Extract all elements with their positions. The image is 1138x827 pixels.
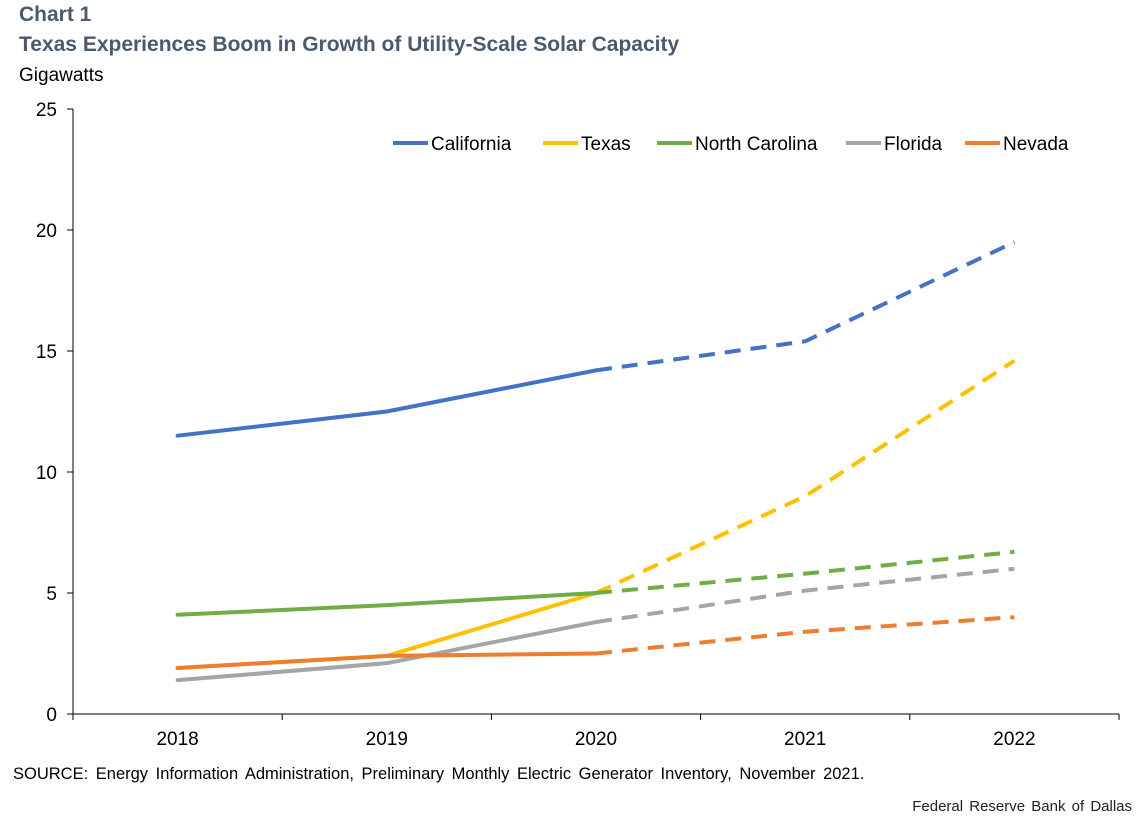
series-line-projected — [595, 615, 1015, 656]
legend-item: Florida — [846, 134, 943, 155]
x-tick-label: 2019 — [366, 729, 408, 750]
source-note: SOURCE: Energy Information Administratio… — [13, 765, 865, 783]
y-tick-label: 25 — [36, 100, 57, 121]
y-tick-label: 10 — [36, 463, 57, 484]
y-tick-label: 5 — [46, 584, 57, 605]
legend-label: Texas — [581, 134, 631, 155]
x-tick-label: 2021 — [784, 729, 826, 750]
series-line-projected — [595, 566, 1015, 625]
chart-title: Texas Experiences Boom in Growth of Util… — [19, 33, 680, 56]
x-tick-label: 2022 — [993, 729, 1035, 750]
credit-line: Federal Reserve Bank of Dallas — [912, 798, 1132, 815]
series-line-projected — [595, 240, 1016, 373]
x-tick-label: 2020 — [575, 729, 617, 750]
y-tick-label: 0 — [46, 705, 57, 726]
legend-item: California — [393, 134, 512, 155]
x-tick-label: 2018 — [156, 729, 198, 750]
axes: 0 5 10 15 20 25 2018 2019 2020 2021 2022 — [36, 100, 1120, 750]
series-line-actual — [175, 620, 598, 683]
series-line-projected — [595, 359, 1016, 595]
series-california — [175, 240, 1016, 438]
series-nevada — [175, 615, 1015, 671]
legend-label: Florida — [884, 134, 943, 155]
series-florida — [175, 566, 1015, 683]
chart-label: Chart 1 — [19, 3, 92, 26]
legend-item: North Carolina — [657, 134, 818, 155]
series-layer — [175, 240, 1016, 683]
legend-label: Nevada — [1003, 134, 1069, 155]
series-line-projected — [595, 549, 1015, 595]
y-tick-label: 20 — [36, 221, 57, 242]
legend-label: California — [431, 134, 512, 155]
legend-label: North Carolina — [695, 134, 818, 155]
series-line-actual — [175, 651, 598, 671]
series-north-carolina — [175, 549, 1015, 617]
y-axis-unit-label: Gigawatts — [19, 65, 104, 86]
series-line-actual — [175, 368, 598, 438]
legend: California Texas North Carolina Florida Neva… — [393, 134, 1069, 155]
y-tick-label: 15 — [36, 342, 57, 363]
legend-item: Texas — [543, 134, 631, 155]
legend-item: Nevada — [965, 134, 1069, 155]
